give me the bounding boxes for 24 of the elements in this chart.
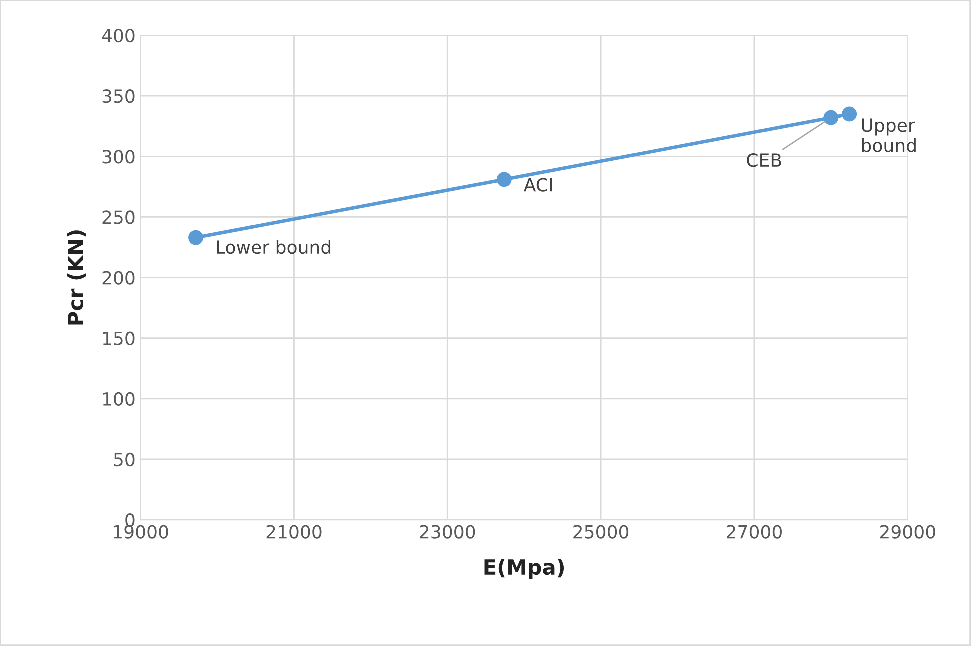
y-tick-label: 50 [114,452,135,467]
x-tick-label: 25000 [574,525,629,539]
y-axis-title: Pcr (KN) [67,230,86,325]
x-axis-title: E(Mpa) [484,559,564,580]
x-tick-label: 19000 [114,525,168,539]
y-tick-label: 200 [102,271,135,285]
annotation: ACI [524,178,552,192]
y-tick-label: 300 [102,150,135,164]
y-tick-label: 400 [102,28,135,43]
annotation: Lower bound [217,240,331,254]
x-tick-label: 29000 [880,525,936,539]
point [842,106,858,122]
y-tick-label: 350 [102,90,135,104]
point [188,230,204,246]
y-tick-label: 150 [103,332,135,346]
point [824,110,839,126]
x-tick-label: 21000 [266,525,322,539]
point [496,172,512,188]
annotation: CEB [747,154,782,168]
y-tick-label: 250 [102,210,135,224]
x-tick-label: 27000 [727,525,782,539]
y-tick-label: 100 [103,392,135,406]
x-tick-label: 23000 [420,525,476,539]
annotation: Upper bound [862,118,916,152]
